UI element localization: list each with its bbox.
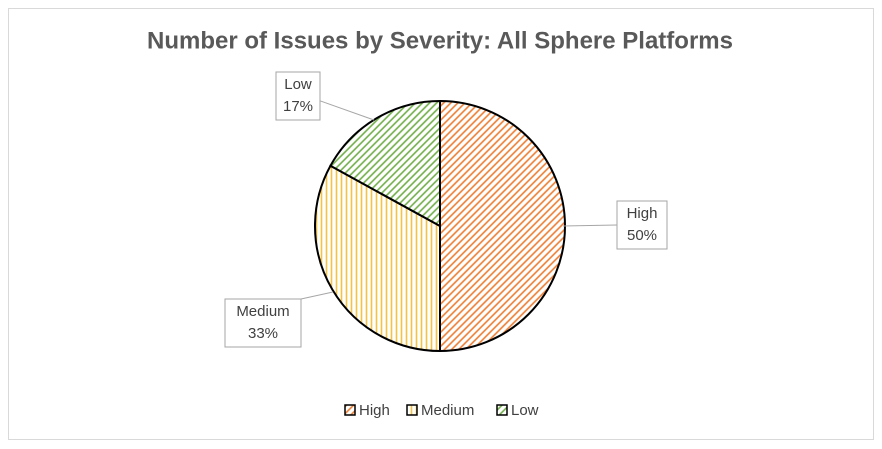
- pie-slice: [314, 164, 441, 353]
- legend-swatch: [406, 404, 418, 416]
- data-label-box: [224, 298, 302, 348]
- data-label-value: 33%: [248, 325, 278, 342]
- legend-label: High: [359, 402, 390, 419]
- data-label-category: Low: [284, 76, 312, 93]
- leader-line: [300, 291, 334, 300]
- legend-swatch: [344, 404, 356, 416]
- data-label-value: 17%: [283, 98, 313, 115]
- pie-slice: [329, 99, 441, 228]
- chart-title: Number of Issues by Severity: All Sphere…: [147, 27, 733, 54]
- legend-label: Medium: [421, 402, 474, 419]
- data-label-value: 50%: [627, 227, 657, 244]
- legend-swatch: [496, 404, 508, 416]
- data-label-category: Medium: [236, 303, 289, 320]
- leader-line: [562, 224, 618, 227]
- data-label-box: [616, 200, 668, 250]
- data-label-category: High: [627, 205, 658, 222]
- legend-label: Low: [511, 402, 539, 419]
- data-label-box: [275, 71, 321, 121]
- leader-line: [319, 100, 375, 121]
